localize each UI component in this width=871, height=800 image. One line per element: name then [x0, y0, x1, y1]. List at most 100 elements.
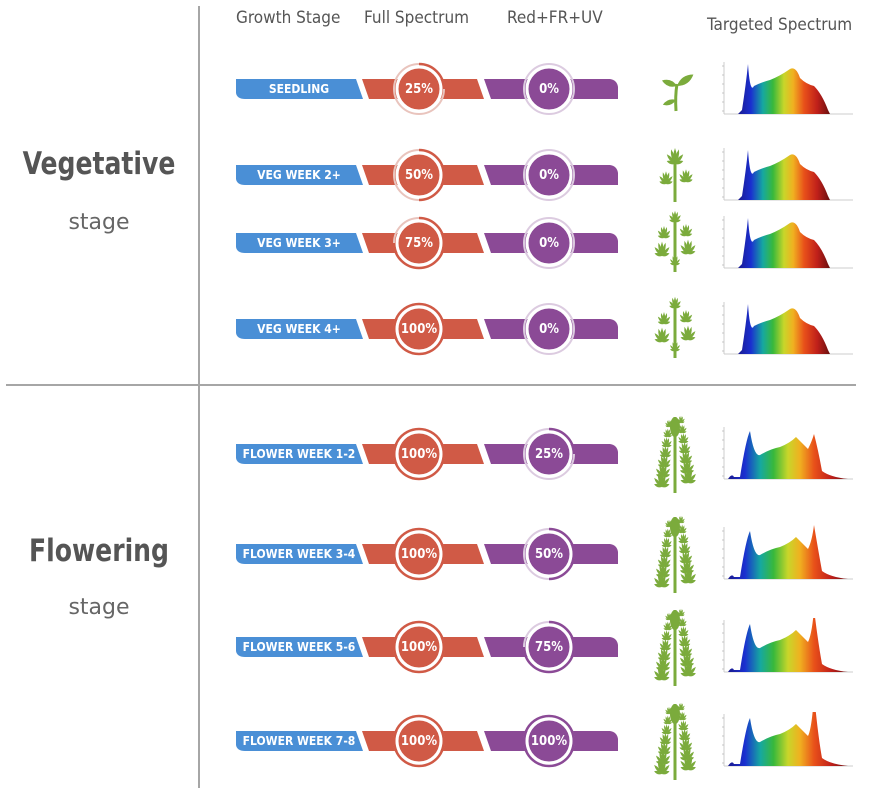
stage-row: FLOWER WEEK 7-8 100% 100% — [0, 702, 871, 780]
red-fr-uv-dial — [525, 530, 573, 578]
row-graphics — [236, 148, 618, 202]
red-fr-uv-dial — [525, 65, 573, 113]
full-spectrum-level-arc — [418, 62, 446, 90]
stage-label: SEEDLING — [268, 82, 330, 96]
stage-row: FLOWER WEEK 5-6 100% 75% — [0, 608, 871, 686]
full-spectrum-value: 100% — [400, 547, 438, 562]
stage-label: FLOWER WEEK 7-8 — [242, 734, 356, 748]
full-spectrum-value: 100% — [400, 447, 438, 462]
spectrum-chart — [722, 712, 853, 767]
spectrum-chart — [722, 427, 853, 480]
stage-pill — [236, 637, 363, 657]
red-fr-uv-value: 25% — [535, 447, 563, 462]
vegetative-subtitle: stage — [68, 210, 130, 235]
red-fr-uv-dial-track — [523, 63, 575, 115]
red-fr-uv-level-arc — [522, 620, 576, 674]
red-fr-uv-value: 50% — [535, 547, 563, 562]
vertical-divider — [198, 6, 200, 788]
full-spectrum-dial — [395, 430, 443, 478]
red-fr-uv-dial-track — [523, 149, 575, 201]
full-spectrum-level-arc — [392, 427, 446, 481]
red-fr-uv-dial — [525, 305, 573, 353]
vegetative-title: Vegetative — [22, 146, 176, 182]
row-graphics — [236, 62, 618, 115]
red-fr-uv-dial — [525, 430, 573, 478]
stage-label: VEG WEEK 4+ — [257, 322, 341, 336]
row-graphics — [236, 302, 618, 356]
red-fr-uv-level-arc — [522, 714, 576, 768]
horizontal-divider — [6, 384, 856, 386]
spectrum-chart — [722, 62, 853, 115]
stage-pill — [236, 319, 363, 339]
full-spectrum-value: 50% — [405, 168, 433, 183]
stage-row: FLOWER WEEK 3-4 100% 50% — [0, 515, 871, 593]
full-spectrum-level-arc — [418, 148, 446, 202]
full-spectrum-dial — [395, 151, 443, 199]
stage-row: FLOWER WEEK 1-2 100% 25% — [0, 415, 871, 493]
header-targeted-spectrum: Targeted Spectrum — [707, 15, 853, 35]
flowering-plant-icon — [654, 608, 696, 686]
red-fr-uv-value: 0% — [539, 322, 559, 337]
full-spectrum-dial — [395, 65, 443, 113]
full-spectrum-value: 100% — [400, 322, 438, 337]
flowering-title: Flowering — [28, 533, 170, 569]
full-spectrum-level-arc — [392, 527, 446, 581]
full-spectrum-level-arc — [392, 216, 446, 270]
spectrum-chart — [722, 148, 853, 201]
red-fr-uv-value: 75% — [535, 640, 563, 655]
stage-row: VEG WEEK 2+ 50% 0% — [0, 146, 871, 206]
young-plant-icon — [659, 148, 693, 202]
spectrum-chart — [722, 525, 853, 580]
seedling-icon — [661, 74, 694, 112]
full-spectrum-dial — [395, 717, 443, 765]
flowering-plant-icon — [654, 415, 696, 493]
full-spectrum-dial — [395, 219, 443, 267]
stage-label: FLOWER WEEK 5-6 — [242, 640, 356, 654]
stage-row: SEEDLING 25% 0% — [0, 60, 871, 120]
stage-row: VEG WEEK 3+ 75% 0% — [0, 210, 871, 274]
red-fr-uv-level-arc — [548, 527, 576, 581]
stage-label: FLOWER WEEK 3-4 — [242, 547, 356, 561]
full-spectrum-level-arc — [392, 714, 446, 768]
full-spectrum-value: 75% — [405, 236, 433, 251]
full-spectrum-value: 25% — [405, 82, 433, 97]
stage-pill — [236, 444, 363, 464]
row-graphics — [236, 527, 618, 581]
stage-label: VEG WEEK 2+ — [257, 168, 341, 182]
header-full-spectrum: Full Spectrum — [364, 8, 470, 28]
row-graphics — [236, 714, 618, 768]
flowering-plant-icon — [654, 702, 696, 780]
red-fr-uv-dial-track — [523, 217, 575, 269]
red-fr-uv-level-arc — [548, 427, 576, 455]
stage-pill — [236, 233, 363, 253]
full-spectrum-dial — [395, 305, 443, 353]
full-spectrum-value: 100% — [400, 734, 438, 749]
red-fr-uv-value: 0% — [539, 82, 559, 97]
flowering-plant-icon — [654, 515, 696, 593]
red-fr-uv-value: 100% — [530, 734, 568, 749]
row-graphics — [236, 216, 618, 270]
spectrum-chart — [722, 216, 853, 269]
spectrum-chart — [722, 302, 853, 355]
red-fr-uv-value: 0% — [539, 168, 559, 183]
row-graphics — [236, 620, 618, 674]
stage-pill — [236, 731, 363, 751]
red-fr-uv-value: 0% — [539, 236, 559, 251]
red-fr-uv-dial — [525, 623, 573, 671]
flowering-subtitle: stage — [68, 595, 130, 620]
full-spectrum-dial — [395, 623, 443, 671]
header-growth-stage: Growth Stage — [236, 8, 341, 28]
red-fr-uv-dial-track — [523, 303, 575, 355]
red-fr-uv-dial — [525, 717, 573, 765]
stage-row: VEG WEEK 4+ 100% 0% — [0, 296, 871, 360]
stage-pill — [236, 544, 363, 564]
stage-label: FLOWER WEEK 1-2 — [242, 447, 356, 461]
full-spectrum-dial — [395, 530, 443, 578]
veg-plant-icon — [654, 296, 696, 358]
spectrum-chart — [722, 618, 853, 673]
full-spectrum-value: 100% — [400, 640, 438, 655]
full-spectrum-level-arc — [392, 620, 446, 674]
stage-label: VEG WEEK 3+ — [257, 236, 341, 250]
stage-pill — [236, 165, 363, 185]
full-spectrum-level-arc — [392, 302, 446, 356]
